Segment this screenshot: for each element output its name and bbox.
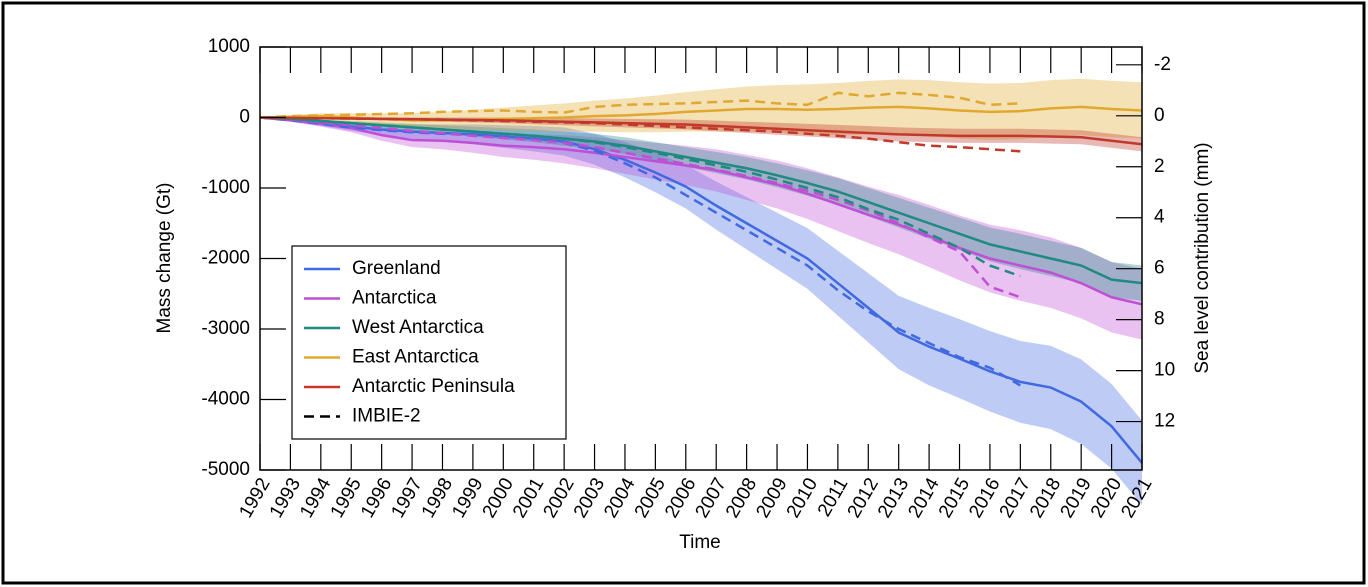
x-tick-label: 2012 (844, 475, 883, 522)
reference-line (259, 116, 1021, 299)
x-tick-label: 2017 (996, 475, 1035, 522)
legend-label: IMBIE-2 (352, 406, 421, 427)
x-tick-label: 2019 (1057, 475, 1096, 522)
x-tick-label: 2009 (752, 475, 791, 522)
x-tick-label: 2004 (600, 474, 640, 521)
x-tick-label: 1995 (327, 475, 366, 522)
x-tick-label: 1992 (235, 475, 274, 522)
uncertainty-band (260, 117, 1142, 340)
y2-tick-label: 0 (1154, 105, 1165, 126)
y-tick-label: -5000 (201, 459, 250, 480)
y-tick-label: -4000 (201, 389, 250, 410)
x-tick-label: 2007 (692, 475, 731, 522)
y-tick-label: -1000 (201, 177, 250, 198)
y2-tick-label: -2 (1154, 54, 1171, 75)
y2-tick-label: 12 (1154, 411, 1175, 432)
x-tick-label: 2005 (631, 475, 670, 522)
x-tick-label: 2016 (965, 475, 1004, 522)
x-tick-label: 2015 (935, 475, 974, 522)
x-tick-label: 2013 (874, 475, 913, 522)
x-tick-label: 2020 (1087, 475, 1126, 522)
x-tick-label: 2008 (722, 475, 761, 522)
x-tick-label: 2003 (570, 475, 609, 522)
y2-tick-label: 2 (1154, 156, 1165, 177)
x-tick-label: 1994 (296, 474, 336, 521)
y-axis-label: Mass change (Gt) (154, 183, 175, 334)
legend-label: Greenland (352, 258, 441, 279)
y2-tick-label: 8 (1154, 309, 1165, 330)
x-tick-label: 2010 (783, 475, 822, 522)
y2-axis-label: Sea level contribution (mm) (1192, 142, 1213, 373)
x-tick-label: 2002 (539, 475, 578, 522)
legend: Greenland Antarctica West Antarctica East A… (291, 245, 567, 440)
x-tick-label: 2006 (661, 475, 700, 522)
y-tick-label: 1000 (208, 36, 250, 57)
x-tick-label: 1997 (387, 475, 426, 522)
reference-line (259, 116, 1021, 278)
y2-tick-label: 4 (1154, 207, 1165, 228)
reference-line (259, 116, 1021, 387)
x-tick-label: 1996 (357, 475, 396, 522)
y2-tick-label: 10 (1154, 360, 1175, 381)
uncertainty-band (260, 117, 1142, 301)
y-tick-label: -3000 (201, 318, 250, 339)
legend-label: West Antarctica (352, 317, 484, 338)
x-tick-label: 2001 (509, 475, 548, 522)
x-axis-label: Time (679, 532, 721, 553)
x-tick-label: 2014 (904, 474, 944, 521)
legend-box (291, 245, 567, 440)
legend-label: East Antarctica (352, 347, 479, 368)
legend-label: Antarctic Peninsula (352, 376, 515, 397)
x-tick-label: 2018 (1026, 475, 1065, 522)
y-tick-label: -2000 (201, 248, 250, 269)
y2-tick-label: 6 (1154, 258, 1165, 279)
y-tick-label: 0 (239, 107, 250, 128)
x-tick-label: 2000 (479, 475, 518, 522)
series-line (259, 116, 1143, 306)
legend-label: Antarctica (352, 288, 437, 309)
x-tick-label: 1999 (448, 475, 487, 522)
x-tick-label: 1998 (418, 475, 457, 522)
x-tick-label: 1993 (266, 475, 305, 522)
